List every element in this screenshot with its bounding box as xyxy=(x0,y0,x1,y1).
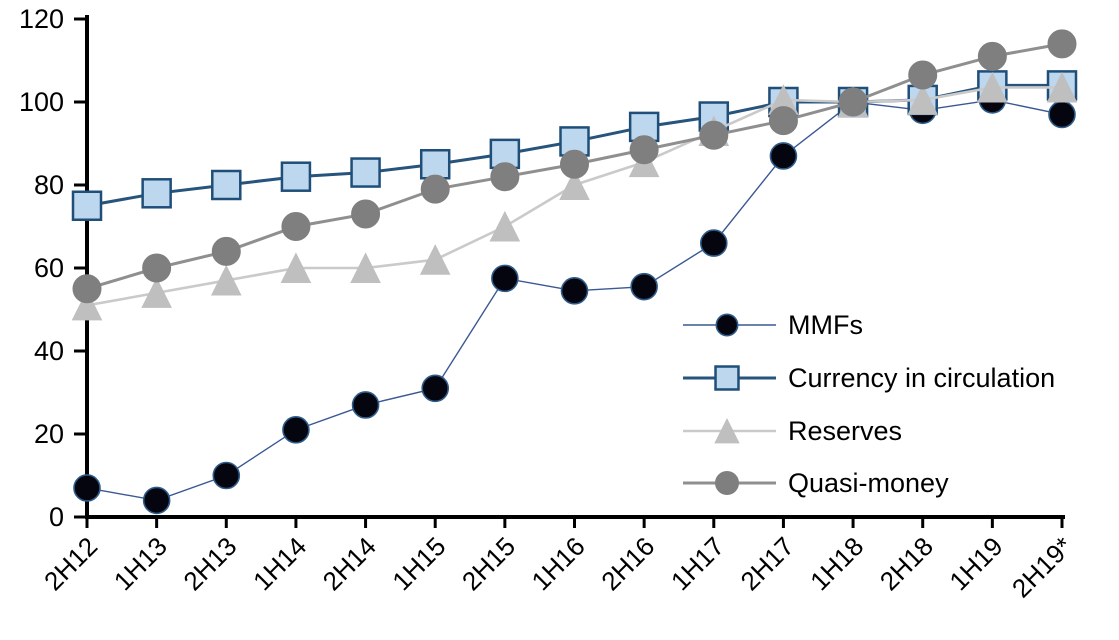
quasi-money-circle-marker xyxy=(699,120,729,150)
y-tick-label: 0 xyxy=(49,502,64,532)
mmfs-circle-marker xyxy=(351,391,380,419)
quasi-money-circle-marker xyxy=(1047,29,1077,59)
x-tick-label: 2H12 xyxy=(38,531,103,596)
quasi-money-circle-marker xyxy=(977,41,1007,71)
legend-item-reserves: Reserves xyxy=(683,416,902,446)
legend-label-currency-in-circulation: Currency in circulation xyxy=(788,363,1055,393)
currency-in-circulation-square-marker xyxy=(489,138,521,170)
mmfs-circle-marker xyxy=(142,486,171,515)
reserves-triangle-marker xyxy=(350,252,381,283)
legend: MMFs Currency in circulation Reserves Quasi… xyxy=(683,310,1055,498)
currency-in-circulation-square-marker xyxy=(211,169,242,201)
y-tick-label: 80 xyxy=(34,170,64,200)
x-tick-label: 1H13 xyxy=(108,531,173,596)
quasi-money-circle-marker xyxy=(908,60,938,90)
currency-in-circulation-square-marker xyxy=(71,190,103,221)
x-tick-label: 2H15 xyxy=(456,531,521,596)
legend-item-currency-in-circulation: Currency in circulation xyxy=(683,363,1055,393)
x-tick-label: 1H19 xyxy=(943,531,1008,596)
quasi-money-circle-marker xyxy=(838,87,868,117)
legend-item-mmfs: MMFs xyxy=(683,310,863,340)
reserves-triangle-marker xyxy=(141,277,172,308)
reserves-triangle-marker xyxy=(907,84,939,115)
quasi-money-circle-marker xyxy=(142,253,172,283)
x-tick-label: 1H18 xyxy=(804,531,869,596)
axes xyxy=(74,15,1065,528)
y-tick-label: 60 xyxy=(34,253,64,283)
currency-in-circulation-square-marker xyxy=(141,178,172,209)
mmfs-circle-marker xyxy=(560,277,589,305)
y-tick-label: 40 xyxy=(34,336,64,366)
x-tick-label: 1H15 xyxy=(386,531,451,596)
x-tick-label: 2H17 xyxy=(735,531,800,596)
legend-label-quasi-money: Quasi-money xyxy=(788,468,949,498)
quasi-money-circle-marker xyxy=(351,199,381,229)
quasi-money-circle-marker xyxy=(72,274,102,304)
legend-reserves-triangle-marker xyxy=(714,417,740,444)
reserves-triangle-marker xyxy=(489,210,521,242)
reserves-triangle-marker xyxy=(977,71,1008,103)
mmfs-circle-marker xyxy=(212,461,241,490)
mmfs-circle-marker xyxy=(699,229,728,257)
reserves-triangle-marker xyxy=(559,169,590,200)
quasi-money-circle-marker xyxy=(560,149,589,179)
quasi-money-circle-marker xyxy=(629,135,659,165)
mmfs-circle-marker xyxy=(769,142,798,170)
reserves-triangle-marker xyxy=(210,264,242,296)
x-tick-label: 2H14 xyxy=(317,531,382,596)
mmfs-circle-marker xyxy=(282,416,310,444)
x-tick-label: 2H19* xyxy=(1006,531,1078,603)
quasi-money-circle-marker xyxy=(211,236,241,266)
currency-in-circulation-square-marker xyxy=(419,149,451,180)
x-tick-label: 1H14 xyxy=(247,531,312,596)
quasi-money-circle-marker xyxy=(490,162,520,192)
legend-label-mmfs: MMFs xyxy=(788,310,863,340)
quasi-money-circle-marker xyxy=(281,212,311,241)
currency-in-circulation-square-marker xyxy=(280,161,312,192)
mmfs-circle-marker xyxy=(73,474,101,502)
mmfs-circle-marker xyxy=(1048,100,1076,129)
legend-label-reserves: Reserves xyxy=(788,416,902,446)
mmfs-circle-marker xyxy=(421,374,450,403)
quasi-money-circle-marker xyxy=(420,174,450,204)
x-tick-label: 2H16 xyxy=(595,531,660,596)
legend-item-quasi-money: Quasi-money xyxy=(683,468,949,498)
y-tick-label: 120 xyxy=(19,4,64,34)
quasi-money-circle-marker xyxy=(768,106,798,136)
reserves-triangle-marker xyxy=(280,252,312,283)
mmfs-circle-marker xyxy=(491,264,519,293)
reserves-triangle-marker xyxy=(419,244,451,275)
currency-in-circulation-square-marker xyxy=(350,157,381,188)
legend-currency-in-circulation-square-marker xyxy=(714,365,740,391)
x-tick-label: 1H17 xyxy=(665,531,730,596)
legend-mmfs-circle-marker xyxy=(715,313,739,337)
y-tick-label: 20 xyxy=(34,419,64,449)
x-tick-label: 2H13 xyxy=(177,531,242,596)
mmfs-circle-marker xyxy=(630,272,658,301)
legend-quasi-money-circle-marker xyxy=(715,471,739,495)
x-tick-label: 1H16 xyxy=(526,531,591,596)
reserves-triangle-marker xyxy=(71,289,103,321)
y-tick-label: 100 xyxy=(19,87,64,117)
x-tick-label: 2H18 xyxy=(874,531,939,596)
series-quasi-money xyxy=(72,29,1077,304)
reserves-triangle-marker xyxy=(1046,71,1078,103)
